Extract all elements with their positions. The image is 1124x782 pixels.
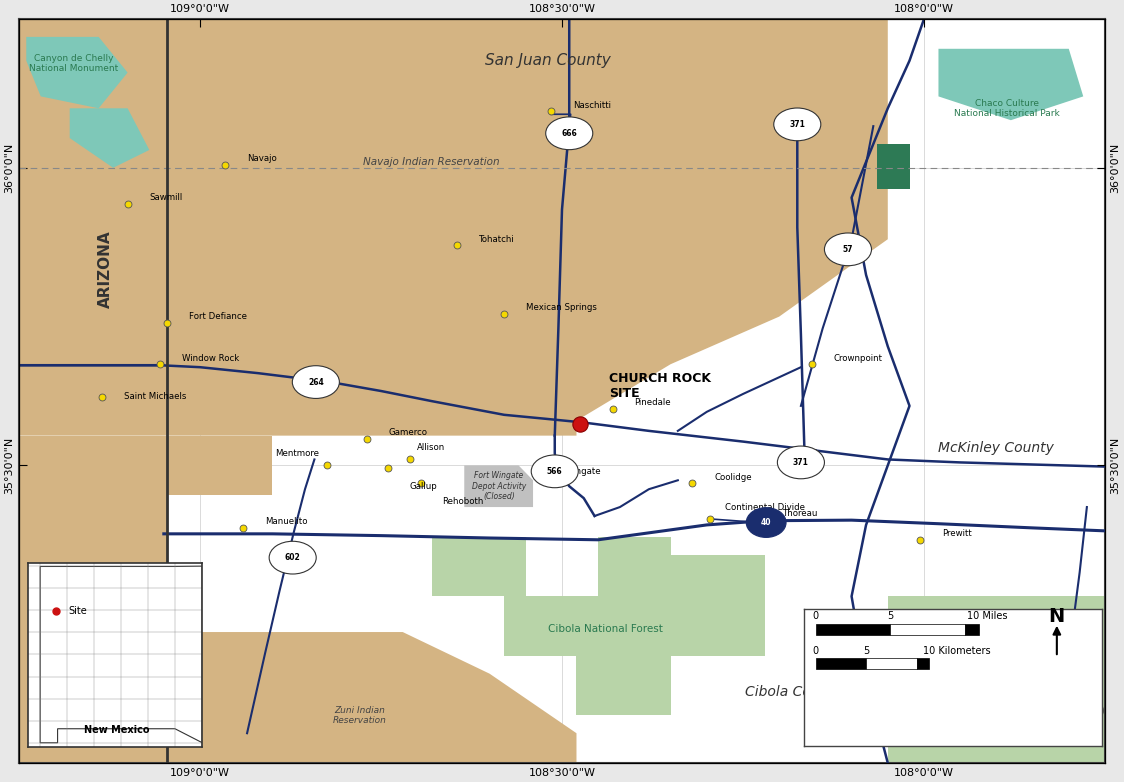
Text: 605: 605 [1072,706,1087,715]
Text: N: N [1049,607,1064,626]
Text: Navajo: Navajo [247,154,277,163]
Text: 602: 602 [284,553,300,562]
Text: 264: 264 [308,378,324,386]
Text: Crownpoint: Crownpoint [834,353,882,363]
Polygon shape [464,465,533,507]
Ellipse shape [746,508,786,537]
Polygon shape [26,37,128,108]
Ellipse shape [1057,694,1103,727]
Text: Fort Defiance: Fort Defiance [189,312,247,321]
Text: Prewitt: Prewitt [942,529,972,538]
Text: CHURCH ROCK
SITE: CHURCH ROCK SITE [609,372,711,400]
Text: 0: 0 [813,646,818,655]
Polygon shape [432,536,764,716]
Text: 57: 57 [843,245,853,254]
Bar [890,624,964,635]
Text: Rehoboth: Rehoboth [443,497,484,506]
Ellipse shape [269,541,316,574]
Text: Pinedale: Pinedale [634,398,671,407]
Bar [816,624,890,635]
Text: Continental Divide: Continental Divide [725,503,805,511]
Text: 371: 371 [789,120,805,129]
Text: Coolidge: Coolidge [714,473,752,482]
Polygon shape [167,436,272,495]
Text: Wingate: Wingate [565,467,601,475]
Polygon shape [40,566,202,743]
Text: Chaco Culture
National Historical Park: Chaco Culture National Historical Park [954,99,1060,118]
Text: Canyon de Chelly
National Monument: Canyon de Chelly National Monument [29,54,118,74]
Polygon shape [888,597,1105,763]
Ellipse shape [773,108,821,141]
Ellipse shape [292,366,339,399]
Text: Cibola National Forest: Cibola National Forest [549,624,663,634]
Polygon shape [19,436,167,763]
Polygon shape [19,19,888,436]
Text: Allison: Allison [417,443,445,452]
Text: Site: Site [69,606,87,616]
Bar [917,658,928,669]
Bar [877,144,909,188]
Text: Naschitti: Naschitti [573,101,610,109]
Text: McKinley County: McKinley County [939,440,1054,454]
Text: Manuelito: Manuelito [265,518,308,526]
Text: Mexican Springs: Mexican Springs [526,303,597,312]
Ellipse shape [532,455,578,488]
Text: 666: 666 [561,129,577,138]
Ellipse shape [824,233,871,266]
Text: Window Rock: Window Rock [182,353,239,363]
Ellipse shape [546,117,592,149]
Text: Fort Wingate
Depot Activity
(Closed): Fort Wingate Depot Activity (Closed) [472,472,526,501]
Text: New Mexico: New Mexico [84,725,149,735]
Text: 566: 566 [547,467,563,475]
Polygon shape [128,632,577,763]
Text: San Juan County: San Juan County [484,53,610,68]
Text: Saint Michaels: Saint Michaels [124,393,187,401]
Text: Zuni Indian
Reservation: Zuni Indian Reservation [333,705,387,725]
Text: Navajo Indian Reservation: Navajo Indian Reservation [363,157,500,167]
Text: Gallup: Gallup [410,482,437,491]
Text: Mentmore: Mentmore [275,449,319,458]
Text: Sawmill: Sawmill [149,193,182,202]
Text: 10 Kilometers: 10 Kilometers [923,646,990,655]
Text: 5: 5 [863,646,869,655]
Polygon shape [939,48,1084,120]
Text: Thoreau: Thoreau [782,508,818,518]
Text: 40: 40 [761,518,771,527]
Text: Gamerco: Gamerco [388,429,427,437]
Ellipse shape [778,446,824,479]
Text: Tohatchi: Tohatchi [479,235,515,244]
Bar [867,658,917,669]
Bar [816,658,867,669]
Polygon shape [70,108,149,168]
Text: 5: 5 [887,612,894,622]
Text: Cibola County: Cibola County [745,684,842,698]
Bar [964,624,979,635]
Text: 0: 0 [813,612,818,622]
Text: ARIZONA: ARIZONA [99,230,114,308]
Text: 371: 371 [792,458,809,467]
Text: 10 Miles: 10 Miles [968,612,1008,622]
